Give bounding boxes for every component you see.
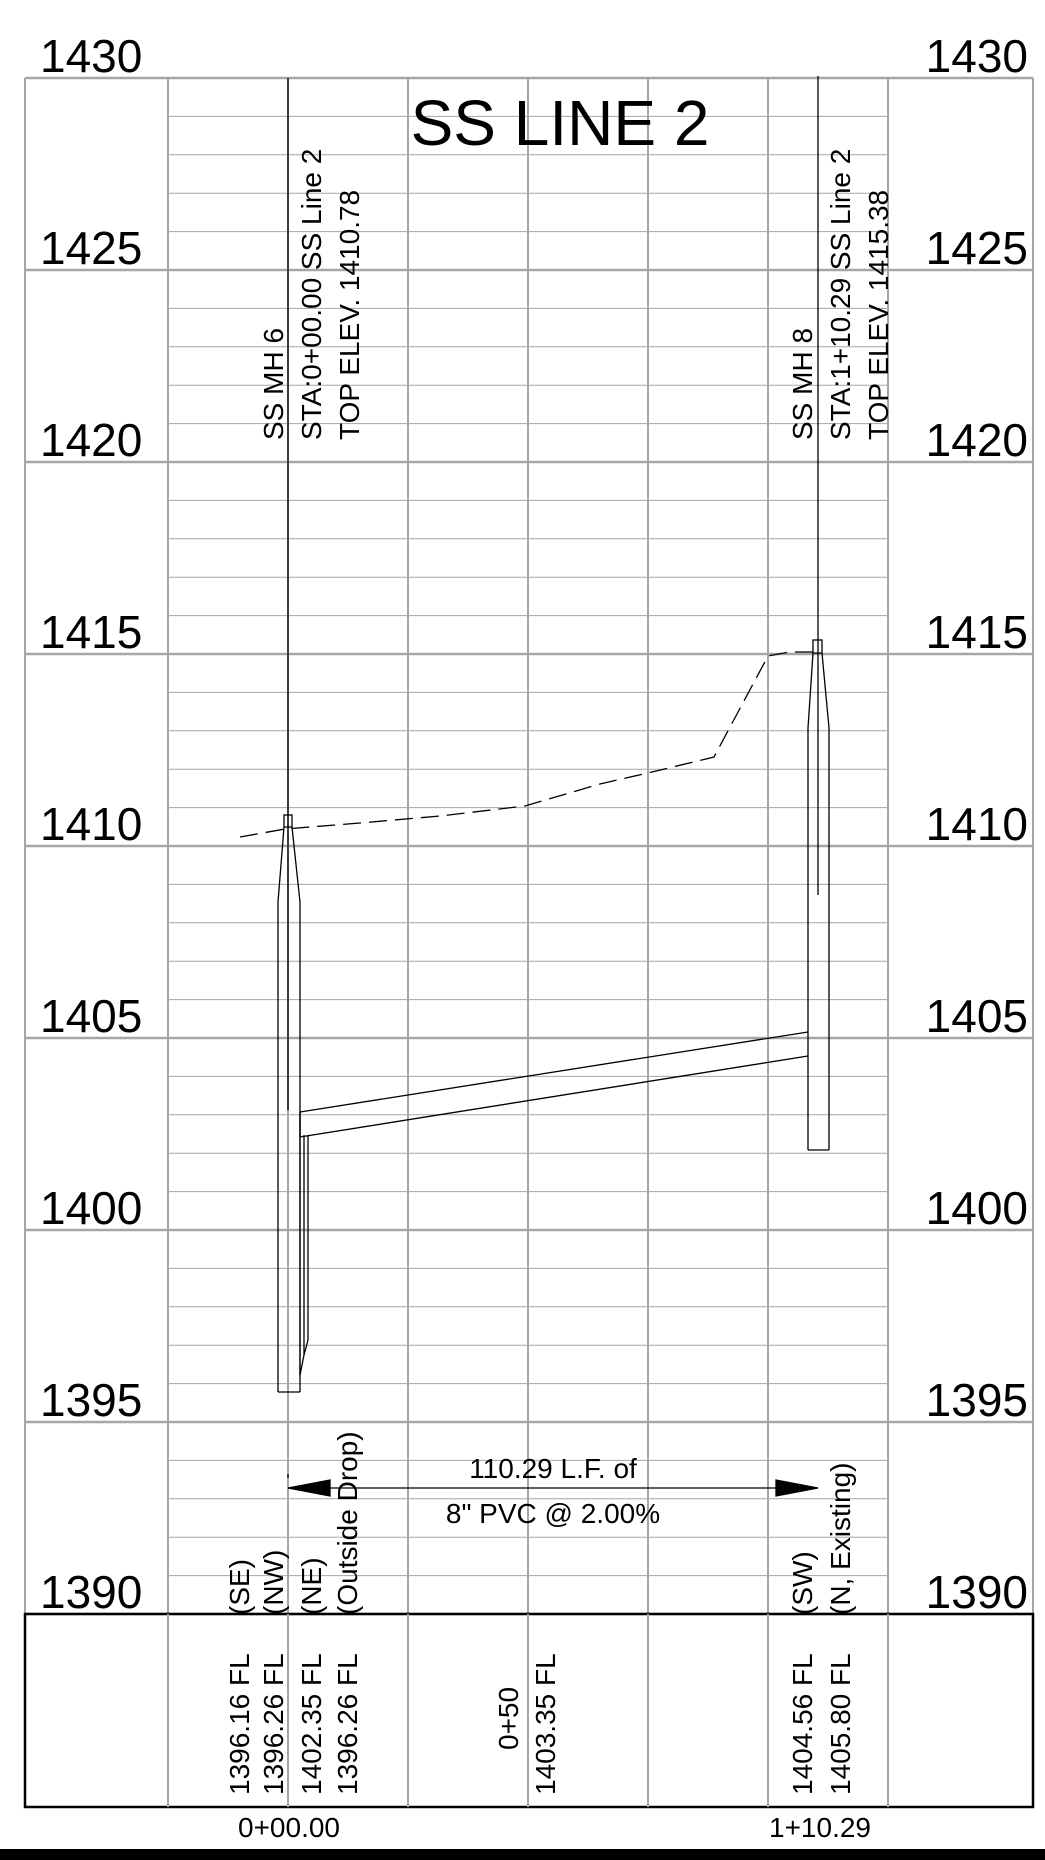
mh8-dir-sw: (SW) bbox=[787, 1551, 818, 1615]
mh6-top-elev: TOP ELEV. 1410.78 bbox=[334, 190, 365, 440]
elevation-label: 1425 bbox=[40, 222, 142, 274]
elevation-label: 1425 bbox=[926, 222, 1028, 274]
mh6-station: STA:0+00.00 SS Line 2 bbox=[296, 149, 327, 440]
elevation-label: 1400 bbox=[926, 1182, 1028, 1234]
sewer-pipe bbox=[299, 1031, 809, 1138]
fl-mh8-a: 1404.56 FL bbox=[787, 1653, 818, 1795]
flowline-labels: 1396.16 FL 1396.26 FL 1402.35 FL 1396.26… bbox=[224, 1653, 856, 1795]
sheet-bottom-border bbox=[0, 1849, 1045, 1860]
manhole-mh8 bbox=[807, 76, 830, 1151]
fl-mh6-b: 1396.26 FL bbox=[258, 1653, 289, 1795]
station-end: 1+10.29 bbox=[769, 1812, 871, 1843]
fl-mh6-d: 1396.26 FL bbox=[332, 1653, 363, 1795]
elevation-label: 1430 bbox=[40, 30, 142, 82]
manhole-mh6 bbox=[277, 78, 309, 1393]
mh8-station: STA:1+10.29 SS Line 2 bbox=[825, 149, 856, 440]
fl-mh8-b: 1405.80 FL bbox=[825, 1653, 856, 1795]
mh6-dir-ne: (NE) bbox=[296, 1557, 327, 1615]
mh6-dir-nw: (NW) bbox=[258, 1550, 289, 1615]
elevation-label: 1410 bbox=[926, 798, 1028, 850]
flowline-table-grid bbox=[167, 1614, 889, 1807]
mh6-dir-drop: (Outside Drop) bbox=[332, 1431, 363, 1615]
elevation-labels: 1430 1430 1425 1425 1420 1420 1415 1415 1410 1410… bbox=[40, 30, 1028, 1618]
profile-title: SS LINE 2 bbox=[411, 87, 710, 159]
elevation-label: 1395 bbox=[926, 1374, 1028, 1426]
direction-labels: (SE) (NW) (NE) (Outside Drop) (SW) (N, E… bbox=[224, 1431, 856, 1615]
elevation-label: 1395 bbox=[40, 1374, 142, 1426]
elevation-label: 1415 bbox=[926, 606, 1028, 658]
elevation-label: 1430 bbox=[926, 30, 1028, 82]
elevation-label: 1390 bbox=[926, 1566, 1028, 1618]
pipe-callout-line1: 110.29 L.F. of bbox=[469, 1453, 637, 1484]
existing-ground-line bbox=[239, 651, 820, 838]
mh6-dir-se: (SE) bbox=[224, 1559, 255, 1615]
elevation-label: 1410 bbox=[40, 798, 142, 850]
elevation-label: 1390 bbox=[40, 1566, 142, 1618]
mh8-top-elev: TOP ELEV. 1415.38 bbox=[863, 190, 894, 440]
fl-mid: 1403.35 FL bbox=[530, 1653, 561, 1795]
fl-mh6-a: 1396.16 FL bbox=[224, 1653, 255, 1795]
elevation-label: 1420 bbox=[926, 414, 1028, 466]
mh6-name: SS MH 6 bbox=[258, 328, 289, 440]
mh8-name: SS MH 8 bbox=[787, 328, 818, 440]
elevation-label: 1405 bbox=[926, 990, 1028, 1042]
fl-mid-station: 0+50 bbox=[493, 1687, 524, 1750]
fl-mh6-c: 1402.35 FL bbox=[296, 1653, 327, 1795]
pipe-length-dimension bbox=[287, 1474, 819, 1497]
elevation-label: 1405 bbox=[40, 990, 142, 1042]
elevation-label: 1400 bbox=[40, 1182, 142, 1234]
manhole-labels: SS MH 6 STA:0+00.00 SS Line 2 TOP ELEV. … bbox=[258, 149, 894, 440]
elevation-label: 1420 bbox=[40, 414, 142, 466]
mh8-dir-existing: (N, Existing) bbox=[825, 1463, 856, 1615]
pipe-callout-line2: 8" PVC @ 2.00% bbox=[446, 1498, 660, 1529]
elevation-label: 1415 bbox=[40, 606, 142, 658]
station-start: 0+00.00 bbox=[238, 1812, 340, 1843]
